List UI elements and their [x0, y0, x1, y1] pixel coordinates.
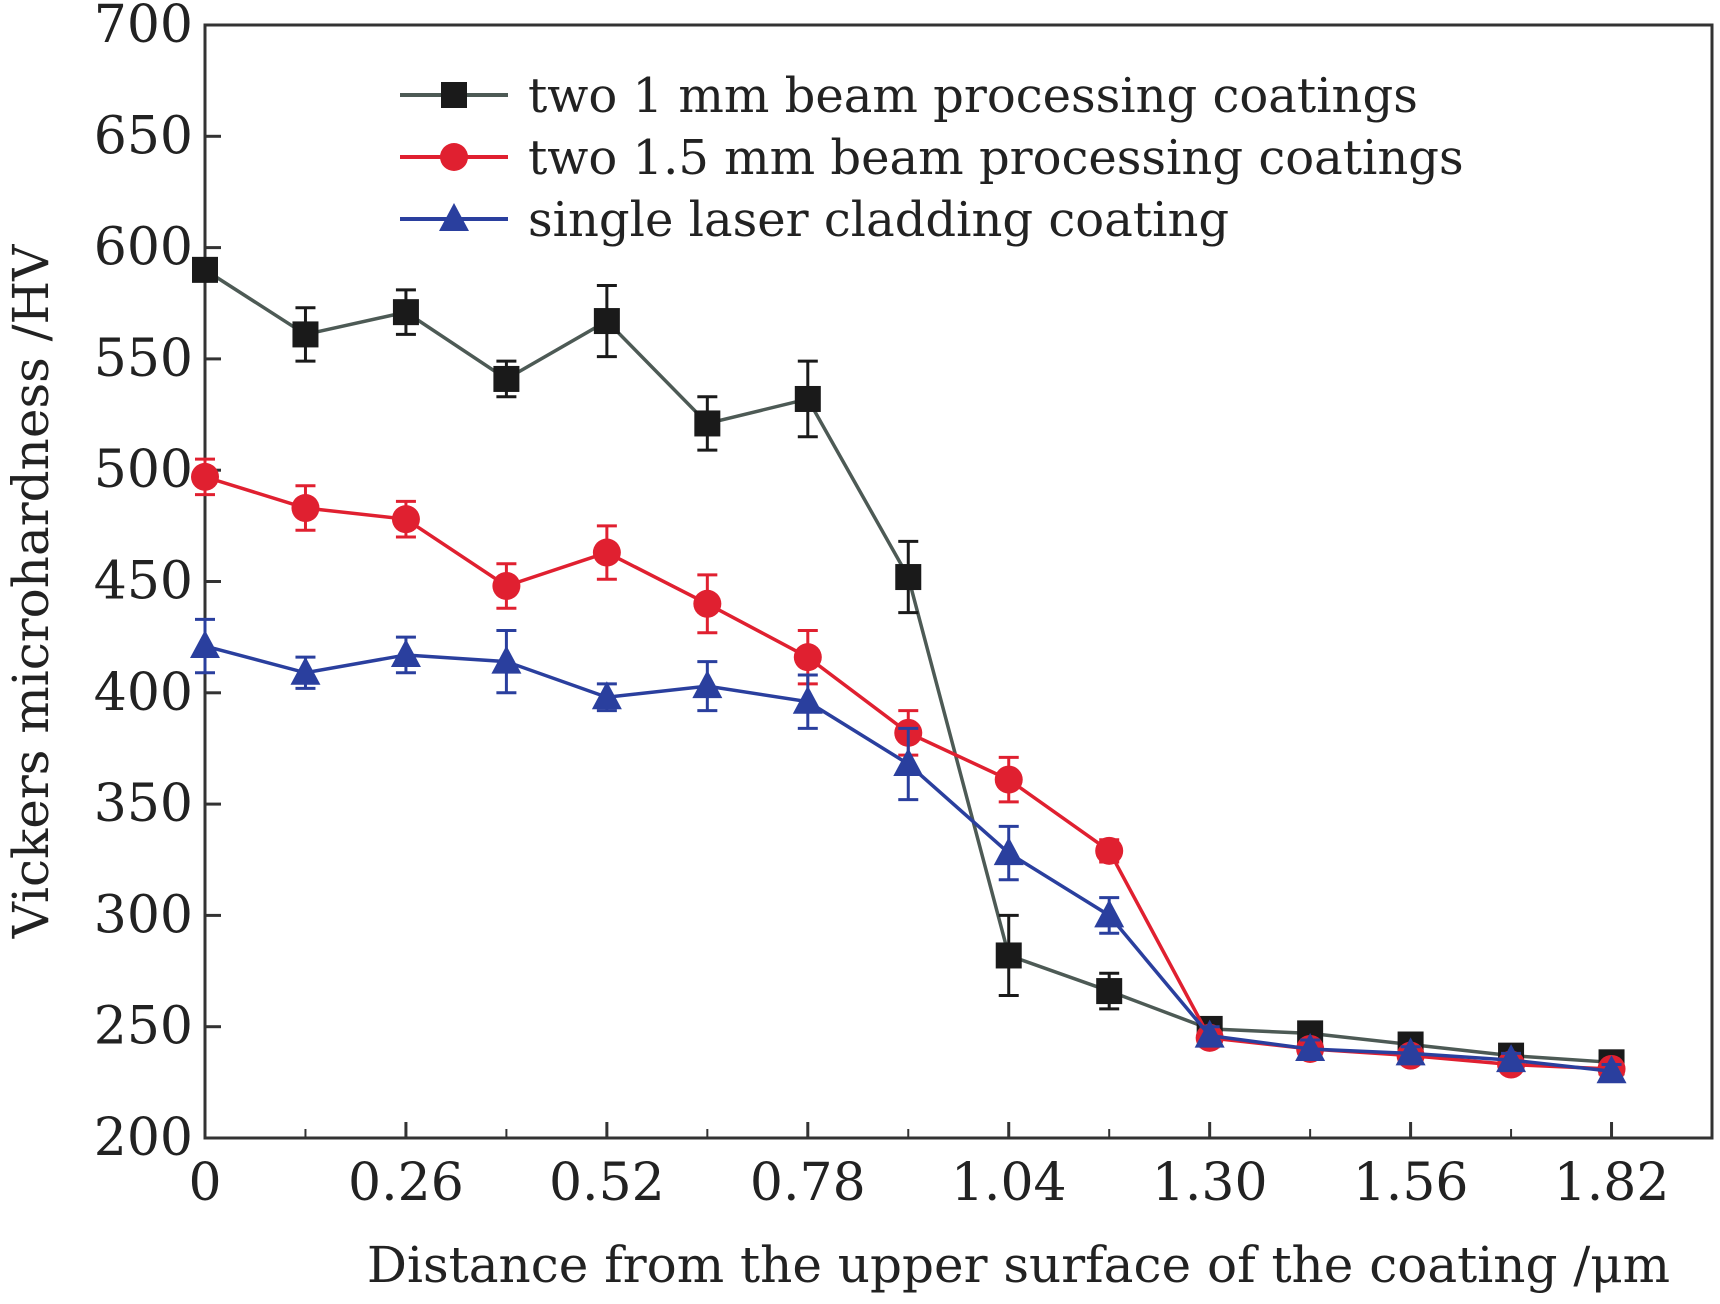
- data-point: [591, 681, 622, 710]
- data-point: [793, 643, 822, 672]
- legend-marker: [439, 203, 469, 231]
- y-tick-label: 550: [94, 329, 193, 389]
- data-point: [1496, 1044, 1527, 1073]
- y-tick-label: 350: [94, 774, 193, 834]
- data-point: [1096, 978, 1123, 1005]
- x-tick-labels: 0 0.26 0.52 0.78 1.04 1.30 1.56 1.82: [188, 1153, 1669, 1213]
- data-point: [190, 630, 220, 659]
- y-tick-label: 500: [94, 440, 193, 500]
- x-axis-title: Distance from the upper surface of the c…: [367, 1236, 1670, 1294]
- data-point: [292, 321, 319, 348]
- legend-label: single laser cladding coating: [528, 192, 1229, 248]
- data-point: [1194, 1019, 1225, 1048]
- y-axis-title: Vickers microhardness /HV: [2, 244, 60, 939]
- data-point: [493, 365, 520, 392]
- legend-marker: [441, 82, 467, 108]
- x-tick-label: 1.56: [1353, 1153, 1469, 1213]
- legend-label: two 1 mm beam processing coatings: [528, 68, 1418, 124]
- data-point: [291, 494, 320, 523]
- data-point: [995, 942, 1022, 969]
- data-point: [593, 308, 620, 335]
- x-tick-label: 0: [188, 1153, 221, 1213]
- y-tick-label: 300: [94, 885, 193, 945]
- x-tick-label: 0.52: [549, 1153, 665, 1213]
- data-point: [1094, 899, 1125, 928]
- data-point: [391, 505, 420, 534]
- x-tick-label: 1.30: [1152, 1153, 1268, 1213]
- data-point: [893, 748, 924, 777]
- data-point: [692, 670, 723, 699]
- y-tick-label: 200: [94, 1108, 193, 1168]
- data-point: [693, 589, 722, 618]
- data-point: [192, 256, 218, 283]
- data-point: [491, 645, 522, 674]
- data-point: [592, 538, 621, 567]
- data-point: [290, 656, 321, 685]
- x-tick-label: 0.78: [750, 1153, 866, 1213]
- data-point: [1295, 1032, 1326, 1061]
- data-point: [191, 462, 219, 491]
- y-tick-label: 650: [94, 106, 193, 166]
- data-point: [1095, 836, 1124, 865]
- data-point: [994, 765, 1023, 794]
- data-point: [694, 410, 721, 437]
- data-point: [792, 685, 823, 714]
- data-point: [492, 571, 521, 600]
- data-point: [392, 299, 419, 326]
- data-point: [390, 638, 421, 667]
- y-tick-label: 700: [94, 0, 193, 55]
- y-tick-labels: 200 250 300 350 400 450 500 550 600 650 700: [94, 0, 193, 1168]
- y-tick-label: 400: [94, 663, 193, 723]
- data-point: [895, 564, 922, 591]
- legend-label: two 1.5 mm beam processing coatings: [528, 130, 1464, 186]
- data-point: [1596, 1055, 1627, 1084]
- data-point: [1395, 1037, 1426, 1066]
- x-tick-label: 1.04: [951, 1153, 1067, 1213]
- legend-marker: [440, 143, 468, 171]
- y-tick-label: 600: [94, 218, 193, 278]
- series-layer: [190, 256, 1627, 1084]
- y-tick-label: 250: [94, 997, 193, 1057]
- data-point: [993, 837, 1024, 866]
- legend: two 1 mm beam processing coatings two 1.5…: [400, 68, 1464, 248]
- x-tick-label: 0.26: [348, 1153, 464, 1213]
- x-tick-label: 1.82: [1554, 1153, 1670, 1213]
- series-3: [190, 617, 1627, 1084]
- y-tick-label: 450: [94, 552, 193, 612]
- data-point: [794, 385, 821, 412]
